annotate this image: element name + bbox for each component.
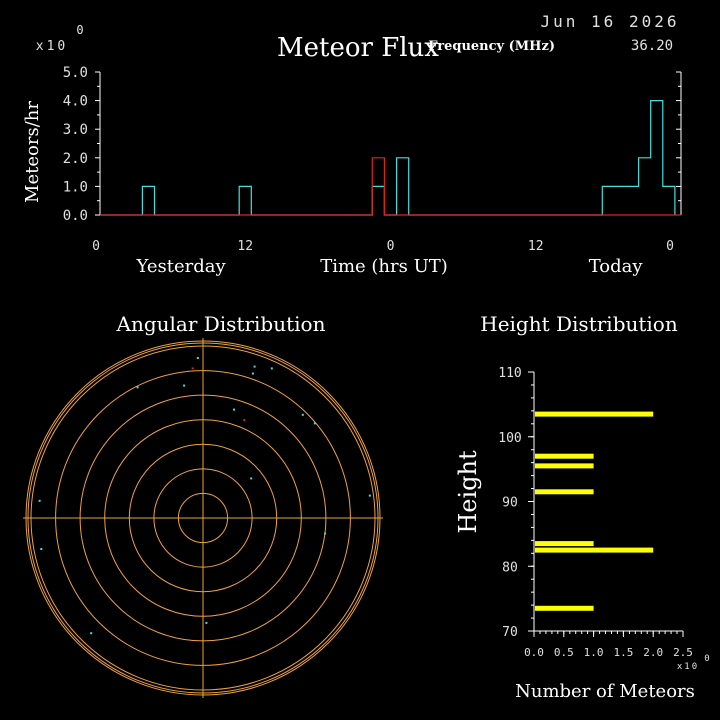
flux-y-tick-label: 5.0 — [63, 65, 88, 81]
flux-y-tick-label: 0.0 — [63, 208, 88, 224]
flux-xlabel: Time (hrs UT) — [320, 256, 448, 277]
flux-scale-label: x10 — [36, 39, 68, 54]
angular-point — [40, 548, 43, 550]
angular-point — [243, 419, 246, 421]
height-y-tick-label: 70 — [502, 625, 518, 640]
flux-day-label: Yesterday — [136, 256, 227, 277]
height-scale-label: x10 — [677, 662, 699, 672]
frequency-value: 36.20 — [631, 38, 673, 54]
angular-point — [270, 367, 273, 370]
height-bar — [535, 547, 654, 553]
height-y-tick-label: 80 — [502, 560, 518, 575]
flux-chart: 0.0 1.0 2.0 3.0 4.0 5.0 0 12 0 12 0 Yesterday Today — [63, 65, 682, 277]
height-x-tick-label: 1.0 — [584, 646, 604, 659]
angular-point — [250, 477, 253, 480]
angular-point — [136, 386, 139, 389]
angular-point — [301, 413, 304, 416]
flux-scale-exponent: 0 — [76, 23, 83, 37]
flux-y-tick-label: 4.0 — [63, 94, 88, 110]
height-bar — [535, 463, 594, 469]
flux-title: Meteor Flux — [277, 33, 439, 63]
angular-point — [233, 408, 235, 411]
height-y-tick-label: 90 — [502, 496, 518, 511]
flux-x-tick-label: 12 — [528, 239, 544, 254]
height-bar — [535, 605, 594, 611]
flux-x-tick-label: 0 — [666, 239, 674, 254]
angular-point — [196, 357, 199, 359]
angular-title: Angular Distribution — [116, 312, 326, 336]
height-x-tick-label: 1.5 — [613, 646, 633, 659]
height-xlabel: Number of Meteors — [515, 681, 695, 702]
height-y-tick-label: 110 — [498, 366, 521, 381]
frequency-label: Frequency (MHz) — [428, 39, 555, 54]
height-x-tick-label: 2.5 — [673, 646, 693, 659]
angular-point — [251, 372, 254, 375]
angular-point — [183, 384, 186, 387]
angular-point — [205, 621, 208, 624]
flux-y-tick-label: 3.0 — [63, 122, 88, 138]
angular-chart — [23, 338, 383, 698]
flux-y-tick-label: 1.0 — [63, 179, 88, 195]
height-bar — [535, 541, 594, 547]
height-x-tick-label: 0.5 — [554, 646, 574, 659]
height-bar — [535, 453, 594, 459]
flux-ylabel: Meteors/hr — [22, 101, 43, 203]
flux-x-tick-label: 0 — [387, 239, 395, 254]
angular-point — [253, 365, 256, 368]
height-x-tick-label: 2.0 — [643, 646, 663, 659]
height-bar — [535, 411, 654, 417]
height-title: Height Distribution — [480, 312, 678, 336]
flux-x-tick-label: 12 — [237, 239, 253, 254]
height-bar — [535, 489, 594, 495]
flux-x-tick-label: 0 — [92, 239, 100, 254]
angular-point — [324, 532, 327, 535]
height-y-tick-label: 100 — [498, 431, 521, 446]
angular-point — [90, 632, 93, 635]
angular-point — [191, 367, 194, 370]
flux-y-tick-label: 2.0 — [63, 151, 88, 167]
height-scale-exponent: 0 — [704, 654, 709, 664]
height-x-tick-label: 0.0 — [524, 646, 544, 659]
angular-point — [38, 499, 41, 502]
flux-series-red — [100, 157, 681, 216]
angular-point — [313, 422, 316, 425]
height-ylabel: Height — [454, 450, 482, 534]
flux-day-label: Today — [589, 256, 644, 277]
report-date: Jun 16 2026 — [541, 12, 680, 31]
angular-point — [368, 494, 371, 497]
height-chart: 70 80 90 100 110 0.0 0.5 1.0 1.5 2.0 2.5 — [498, 366, 693, 659]
